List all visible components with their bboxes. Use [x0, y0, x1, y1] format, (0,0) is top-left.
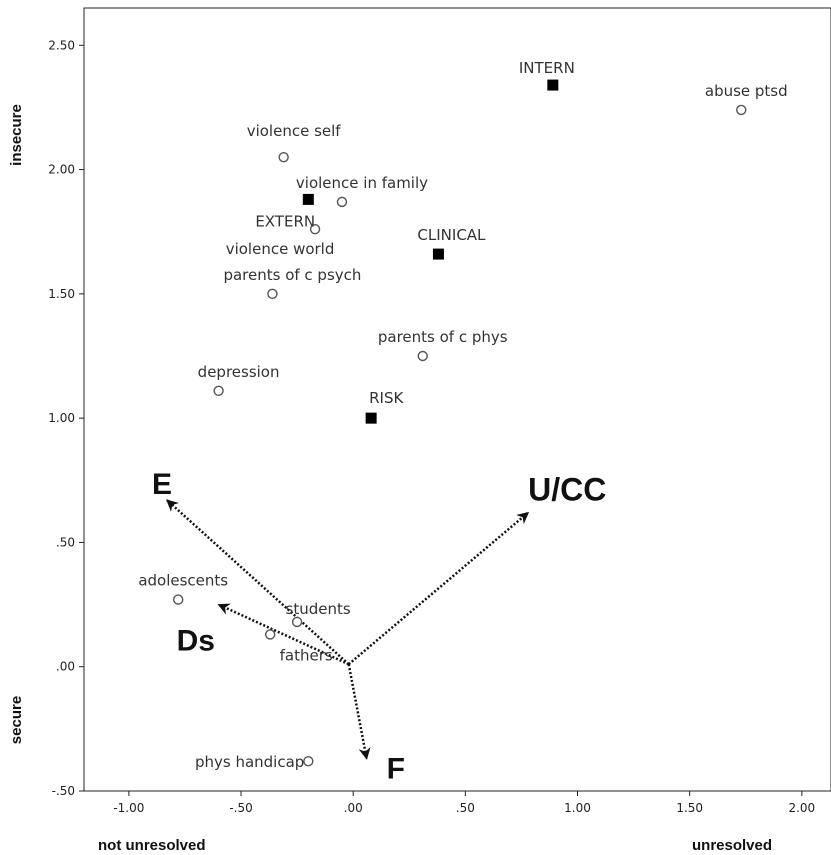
point-intern: [547, 79, 559, 91]
x-tick-label: -1.00: [113, 801, 144, 815]
x-tick-label: 2.00: [788, 801, 815, 815]
point-extern: [302, 193, 314, 205]
y-tick-label: 1.00: [48, 411, 75, 425]
y-axis-top-label: insecure: [8, 104, 25, 166]
point-label-violence-world: violence world: [226, 240, 335, 258]
point-label-abuse-ptsd: abuse ptsd: [705, 82, 788, 100]
y-tick-label: .50: [56, 535, 75, 549]
point-label-parents-of-c-phys: parents of c phys: [378, 328, 508, 346]
x-axis-left-label: not unresolved: [98, 837, 206, 854]
y-tick-label: 2.00: [48, 163, 75, 177]
x-tick-label: .00: [344, 801, 363, 815]
vector-label-e: E: [152, 468, 172, 501]
vector-u-cc: [347, 511, 530, 666]
y-axis-bottom-label: secure: [8, 696, 25, 744]
y-tick-label: -.50: [52, 784, 75, 798]
point-label-parents-of-c-psych: parents of c psych: [223, 266, 361, 284]
y-tick-label: 2.50: [48, 38, 75, 52]
point-phys-handicap: [303, 755, 314, 767]
point-label-depression: depression: [198, 363, 280, 381]
point-students: [291, 616, 303, 628]
x-tick-label: 1.00: [564, 801, 591, 815]
x-axis-right-label: unresolved: [692, 837, 772, 854]
point-label-violence-self: violence self: [247, 122, 342, 140]
y-axis: -.50 .00 .50 1.00 1.50 2.00 2.50: [48, 38, 84, 798]
vector-e: [166, 499, 350, 666]
vector-label-u-cc: U/CC: [528, 472, 606, 508]
x-tick-label: -.50: [229, 801, 252, 815]
point-risk: [365, 412, 377, 424]
point-violence-self: [278, 151, 289, 163]
point-adolescents: [173, 594, 184, 605]
vector-arrows: [166, 499, 530, 760]
vector-label-f: F: [387, 753, 405, 786]
point-parents-of-c-psych: [267, 288, 278, 300]
point-label-intern: INTERN: [519, 59, 575, 77]
point-label-adolescents: adolescents: [138, 572, 228, 590]
vector-label-ds: Ds: [177, 625, 215, 658]
point-label-risk: RISK: [369, 389, 404, 407]
y-tick-label: .00: [56, 660, 75, 674]
point-abuse-ptsd: [736, 104, 747, 116]
point-violence-in-family: [336, 196, 348, 208]
vector-labels: E U/CC Ds F: [152, 468, 606, 786]
point-label-students: students: [286, 600, 351, 618]
point-label-fathers: fathers: [280, 646, 333, 664]
y-tick-label: 1.50: [48, 287, 75, 301]
point-violence-world: [309, 224, 321, 235]
point-label-phys-handicap: phys handicap: [195, 753, 304, 771]
point-label-clinical: CLINICAL: [417, 226, 486, 244]
vector-f: [347, 663, 371, 760]
x-axis: -1.00 -.50 .00 .50 1.00 1.50 2.00: [113, 791, 815, 815]
point-label-extern: EXTERN: [255, 212, 315, 230]
x-tick-label: 1.50: [676, 801, 703, 815]
point-parents-of-c-phys: [417, 350, 428, 362]
point-depression: [213, 385, 224, 396]
point-fathers: [264, 629, 276, 640]
point-label-violence-in-family: violence in family: [296, 174, 428, 192]
plot-frame: [83, 7, 831, 792]
point-clinical: [432, 248, 444, 260]
data-points: violence self violence in family violence …: [138, 59, 787, 771]
x-tick-label: .50: [456, 801, 475, 815]
